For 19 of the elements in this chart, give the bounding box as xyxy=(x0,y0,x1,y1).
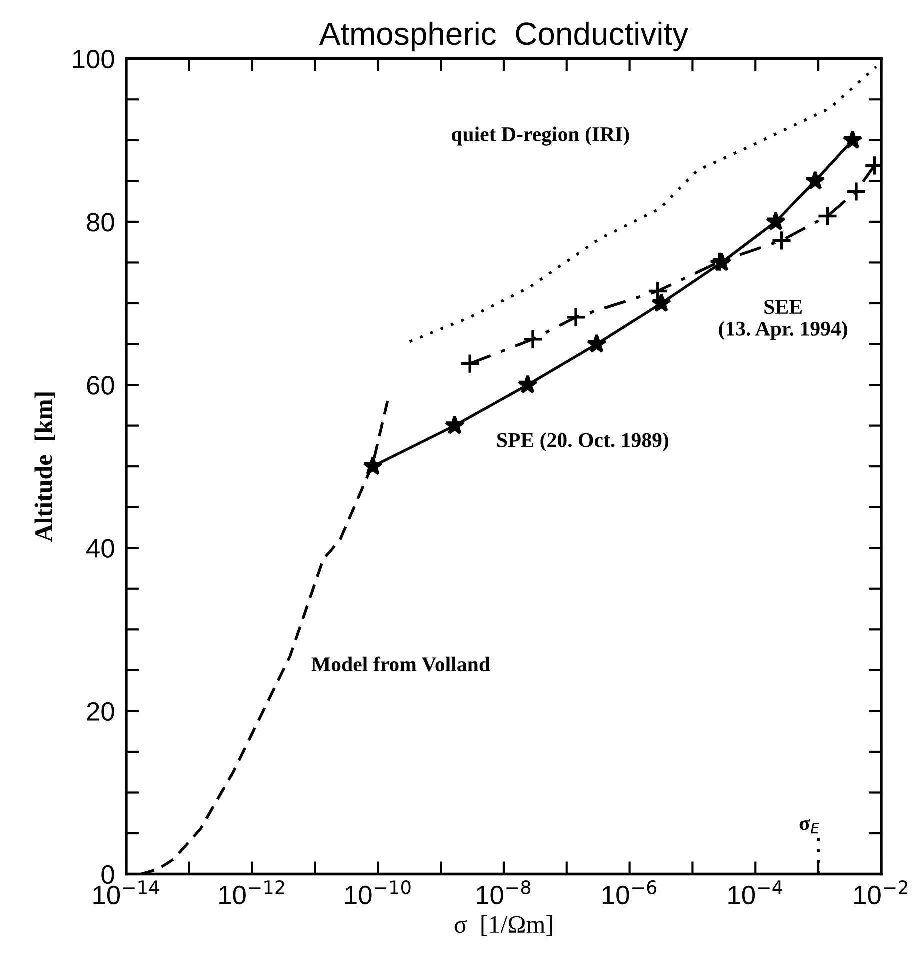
annotation: SEE (13. Apr. 1994) xyxy=(719,300,848,340)
y-tick-label: 60 xyxy=(87,376,114,395)
annotation: σ$_{E}$ xyxy=(800,819,820,834)
x-tick-label: 10$^{−8}$ xyxy=(477,880,531,905)
chart-title: Atmospheric Conductivity xyxy=(319,22,689,52)
annotation: SPE (20. Oct. 1989) xyxy=(498,432,669,452)
x-axis-title: σ [1/Ωm] xyxy=(454,916,552,936)
x-tick-label: 10$^{−6}$ xyxy=(602,880,657,905)
x-tick-label: 10$^{−2}$ xyxy=(854,880,908,905)
y-tick-label: 40 xyxy=(86,539,114,558)
annotation: quiet D-region (IRI) xyxy=(452,126,630,146)
y-tick-label: 20 xyxy=(87,702,114,722)
annotation: Model from Volland xyxy=(312,656,490,672)
y-tick-label: 100 xyxy=(73,50,114,69)
x-tick-label: 10$^{−4}$ xyxy=(728,880,783,905)
y-tick-label: 80 xyxy=(87,213,114,232)
y-axis-title: Altitude [km] xyxy=(34,392,56,542)
x-tick-label: 10$^{−12}$ xyxy=(220,880,284,905)
x-tick-label: 10$^{−10}$ xyxy=(345,880,411,905)
